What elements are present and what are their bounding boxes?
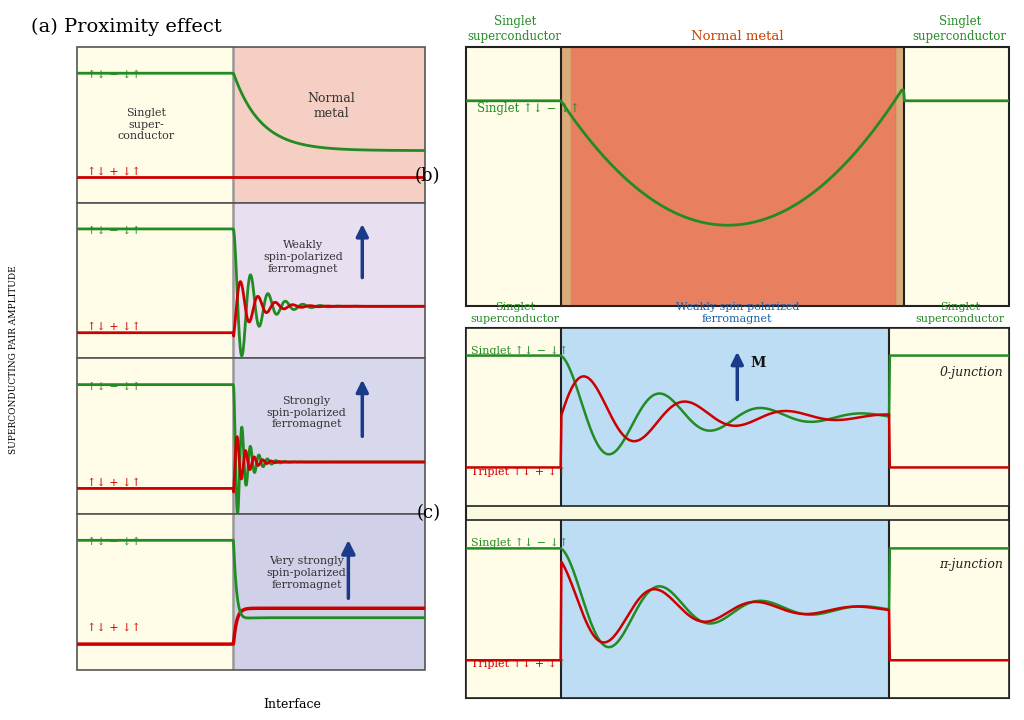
Bar bbox=[466, 521, 561, 698]
Text: Strongly
spin-polarized
ferromagnet: Strongly spin-polarized ferromagnet bbox=[266, 396, 346, 429]
Text: Singlet
super-
conductor: Singlet super- conductor bbox=[118, 108, 175, 141]
Text: M: M bbox=[751, 356, 766, 370]
Text: ↑↓ + ↓↑: ↑↓ + ↓↑ bbox=[87, 478, 141, 488]
Text: Singlet ↑↓ − ↓↑: Singlet ↑↓ − ↓↑ bbox=[477, 102, 580, 114]
Text: Weakly spin-polarized
ferromagnet: Weakly spin-polarized ferromagnet bbox=[676, 302, 799, 324]
Text: ↑↓ − ↓↑: ↑↓ − ↓↑ bbox=[87, 382, 141, 392]
Text: ↑↓ + ↓↑: ↑↓ + ↓↑ bbox=[87, 166, 141, 176]
Bar bbox=[561, 47, 570, 306]
Text: (a) Proximity effect: (a) Proximity effect bbox=[31, 18, 221, 36]
Bar bbox=[561, 521, 889, 698]
Text: ↑↓ + ↓↑: ↑↓ + ↓↑ bbox=[87, 623, 141, 633]
Text: Singlet
superconductor: Singlet superconductor bbox=[915, 302, 1005, 324]
Text: Normal metal: Normal metal bbox=[691, 30, 783, 43]
Text: (b): (b) bbox=[415, 167, 440, 185]
Text: 0-junction: 0-junction bbox=[940, 366, 1004, 379]
Text: π-junction: π-junction bbox=[939, 559, 1004, 572]
Bar bbox=[895, 47, 904, 306]
Text: Weakly
spin-polarized
ferromagnet: Weakly spin-polarized ferromagnet bbox=[263, 240, 343, 274]
Text: Singlet
superconductor: Singlet superconductor bbox=[470, 302, 559, 324]
Bar bbox=[466, 328, 561, 505]
Text: Interface: Interface bbox=[263, 698, 321, 711]
Bar bbox=[233, 358, 425, 514]
Text: ↑↓ − ↓↑: ↑↓ − ↓↑ bbox=[87, 537, 141, 547]
Text: ↑↓ − ↓↑: ↑↓ − ↓↑ bbox=[87, 225, 141, 235]
Text: Singlet ↑↓ − ↓↑: Singlet ↑↓ − ↓↑ bbox=[471, 346, 568, 356]
Text: (c): (c) bbox=[416, 504, 440, 522]
Bar bbox=[904, 47, 1009, 306]
Bar bbox=[77, 514, 233, 670]
Text: Very strongly
spin-polarized
ferromagnet: Very strongly spin-polarized ferromagnet bbox=[266, 557, 346, 590]
Bar bbox=[889, 521, 1009, 698]
Text: ↑↓ + ↓↑: ↑↓ + ↓↑ bbox=[87, 322, 141, 332]
Bar bbox=[77, 47, 233, 202]
FancyBboxPatch shape bbox=[466, 328, 1009, 698]
Text: Triplet ↑↓ + ↓↑: Triplet ↑↓ + ↓↑ bbox=[471, 660, 566, 670]
Text: Singlet
superconductor: Singlet superconductor bbox=[468, 15, 562, 43]
Bar bbox=[233, 202, 425, 358]
Bar bbox=[561, 328, 889, 505]
Bar bbox=[233, 47, 425, 202]
Bar bbox=[570, 47, 895, 306]
Text: Triplet ↑↓ + ↓↑: Triplet ↑↓ + ↓↑ bbox=[471, 467, 566, 477]
Text: SUPERCONDUCTING PAIR AMPLITUDE: SUPERCONDUCTING PAIR AMPLITUDE bbox=[9, 266, 17, 454]
Text: Singlet ↑↓ − ↓↑: Singlet ↑↓ − ↓↑ bbox=[471, 539, 568, 549]
Bar bbox=[889, 328, 1009, 505]
Bar bbox=[233, 514, 425, 670]
Bar bbox=[466, 47, 561, 306]
Text: ↑↓ − ↓↑: ↑↓ − ↓↑ bbox=[87, 70, 141, 80]
Bar bbox=[77, 358, 233, 514]
Text: Singlet
superconductor: Singlet superconductor bbox=[912, 15, 1007, 43]
Text: Normal
metal: Normal metal bbox=[307, 92, 355, 120]
Bar bbox=[77, 202, 233, 358]
